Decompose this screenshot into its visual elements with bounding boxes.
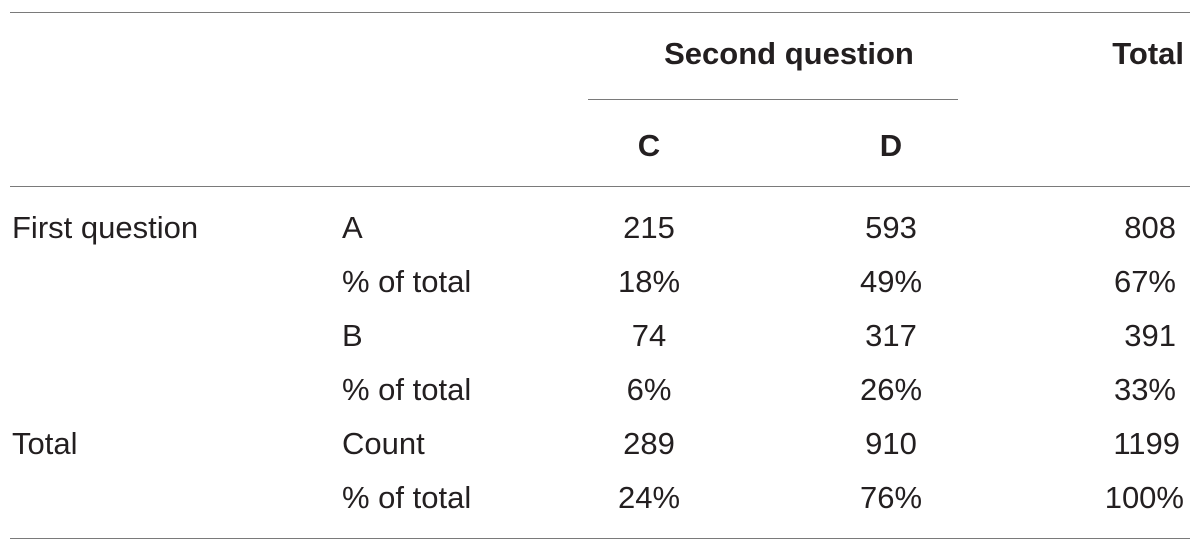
cell-d: 593: [865, 210, 917, 245]
table-bottom-rule: [10, 538, 1190, 539]
header-column-d: D: [879, 128, 903, 163]
row-label: A: [342, 210, 363, 245]
row-group-label: First question: [12, 210, 199, 245]
row-group-label: Total: [12, 426, 78, 461]
row-label: % of total: [342, 264, 472, 299]
cell-total: 1199: [1113, 426, 1180, 461]
row-label: % of total: [342, 480, 472, 515]
cell-d: 317: [865, 318, 917, 353]
cell-c: 289: [623, 426, 675, 461]
cell-total: 67%: [1113, 264, 1176, 299]
cell-c: 18%: [617, 264, 681, 299]
cell-total: 808: [1124, 210, 1176, 245]
cell-c: 6%: [626, 372, 672, 407]
row-label: Count: [342, 426, 425, 461]
cell-total: 33%: [1113, 372, 1176, 407]
cell-d: 910: [865, 426, 917, 461]
header-total-label: Total: [1112, 36, 1184, 71]
table-top-rule: [10, 12, 1190, 13]
header-span-rule: [588, 99, 958, 100]
header-bottom-rule: [10, 186, 1190, 187]
row-label: B: [342, 318, 363, 353]
cell-d: 49%: [859, 264, 923, 299]
header-group-label: Second question: [664, 36, 914, 71]
header-column-c: C: [637, 128, 661, 163]
cell-total: 391: [1124, 318, 1176, 353]
cell-c: 215: [623, 210, 675, 245]
row-label: % of total: [342, 372, 472, 407]
cell-total: 100%: [1104, 480, 1184, 515]
cell-d: 26%: [859, 372, 923, 407]
cell-c: 74: [631, 318, 667, 353]
cell-c: 24%: [617, 480, 681, 515]
cell-d: 76%: [859, 480, 923, 515]
